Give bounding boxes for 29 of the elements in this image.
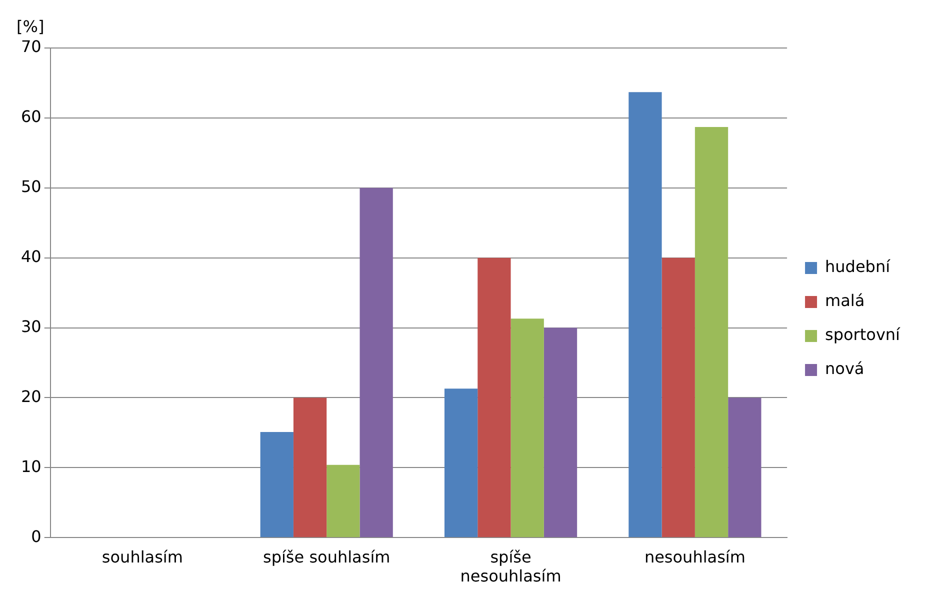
bar bbox=[628, 92, 662, 538]
y-tick-label: 20 bbox=[21, 386, 42, 406]
legend-label: sportovní bbox=[825, 325, 901, 344]
y-tick-label: 10 bbox=[21, 456, 42, 476]
bar bbox=[662, 258, 695, 538]
bar bbox=[326, 464, 360, 538]
bar bbox=[360, 188, 393, 538]
y-tick-label: 70 bbox=[21, 37, 42, 56]
x-tick-label: nesouhlasím bbox=[644, 547, 746, 566]
y-tick-label: 40 bbox=[21, 246, 42, 266]
bar bbox=[694, 127, 728, 538]
legend-label: malá bbox=[825, 291, 865, 310]
bar bbox=[444, 388, 478, 538]
legend-label: hudební bbox=[825, 257, 891, 276]
bar bbox=[510, 318, 544, 538]
x-tick-label: spíše souhlasím bbox=[262, 547, 390, 566]
bar bbox=[260, 432, 294, 538]
y-tick-label: 0 bbox=[31, 526, 42, 546]
legend-label: nová bbox=[825, 359, 864, 378]
x-tick-label: spíše nesouhlasím bbox=[460, 547, 562, 586]
bar bbox=[728, 398, 762, 538]
bar bbox=[293, 398, 327, 538]
x-tick-label: souhlasím bbox=[102, 547, 183, 566]
y-axis-title: [%] bbox=[16, 17, 44, 36]
y-tick-label: 60 bbox=[21, 107, 42, 126]
bar bbox=[544, 328, 578, 538]
y-tick-label: 50 bbox=[21, 177, 42, 196]
bar bbox=[478, 258, 511, 538]
y-tick-label: 30 bbox=[21, 316, 42, 336]
